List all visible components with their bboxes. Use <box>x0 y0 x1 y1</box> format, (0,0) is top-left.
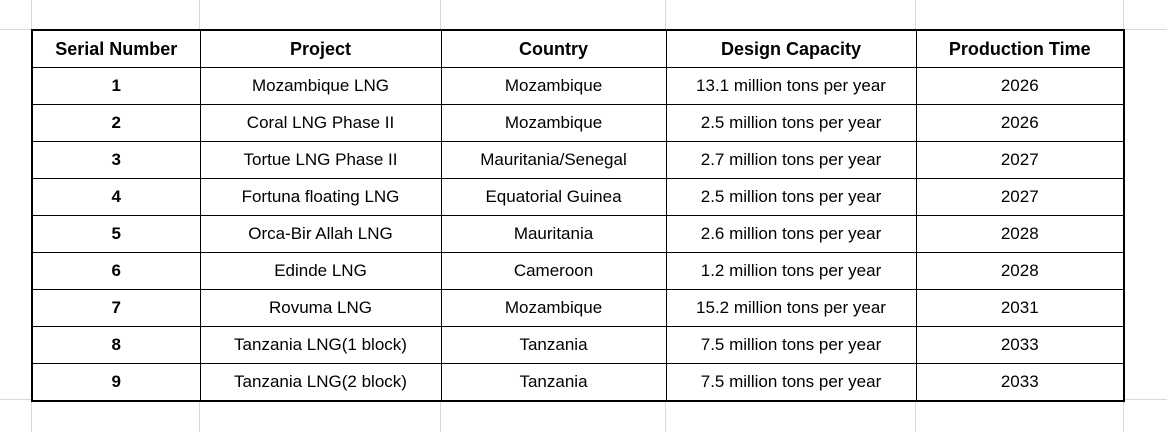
table-row: 4 Fortuna floating LNG Equatorial Guinea… <box>31 178 1125 216</box>
cell-project[interactable]: Rovuma LNG <box>199 289 442 327</box>
cell-time[interactable]: 2033 <box>915 326 1125 364</box>
cell-capacity[interactable]: 2.7 million tons per year <box>665 141 917 179</box>
cell-serial[interactable]: 4 <box>31 178 201 216</box>
header-cell-country[interactable]: Country <box>440 29 667 68</box>
cell-project[interactable]: Tortue LNG Phase II <box>199 141 442 179</box>
table-row: 6 Edinde LNG Cameroon 1.2 million tons p… <box>31 252 1125 290</box>
cell-project[interactable]: Orca-Bir Allah LNG <box>199 215 442 253</box>
cell-project[interactable]: Fortuna floating LNG <box>199 178 442 216</box>
cell-capacity[interactable]: 1.2 million tons per year <box>665 252 917 290</box>
table-row: 3 Tortue LNG Phase II Mauritania/Senegal… <box>31 141 1125 179</box>
cell-project[interactable]: Mozambique LNG <box>199 67 442 105</box>
cell-country[interactable]: Tanzania <box>440 326 667 364</box>
header-row: Serial Number Project Country Design Cap… <box>31 29 1125 68</box>
cell-project[interactable]: Coral LNG Phase II <box>199 104 442 142</box>
cell-time[interactable]: 2026 <box>915 104 1125 142</box>
cell-country[interactable]: Cameroon <box>440 252 667 290</box>
cell-capacity[interactable]: 2.5 million tons per year <box>665 104 917 142</box>
cell-capacity[interactable]: 13.1 million tons per year <box>665 67 917 105</box>
cell-capacity[interactable]: 15.2 million tons per year <box>665 289 917 327</box>
cell-capacity[interactable]: 2.6 million tons per year <box>665 215 917 253</box>
cell-capacity[interactable]: 7.5 million tons per year <box>665 363 917 402</box>
header-cell-serial[interactable]: Serial Number <box>31 29 201 68</box>
cell-project[interactable]: Tanzania LNG(2 block) <box>199 363 442 402</box>
cell-serial[interactable]: 1 <box>31 67 201 105</box>
table-row: 8 Tanzania LNG(1 block) Tanzania 7.5 mil… <box>31 326 1125 364</box>
cell-serial[interactable]: 7 <box>31 289 201 327</box>
cell-time[interactable]: 2026 <box>915 67 1125 105</box>
table-row: 1 Mozambique LNG Mozambique 13.1 million… <box>31 67 1125 105</box>
table-row: 5 Orca-Bir Allah LNG Mauritania 2.6 mill… <box>31 215 1125 253</box>
cell-capacity[interactable]: 2.5 million tons per year <box>665 178 917 216</box>
cell-serial[interactable]: 5 <box>31 215 201 253</box>
cell-country[interactable]: Equatorial Guinea <box>440 178 667 216</box>
cell-country[interactable]: Mauritania/Senegal <box>440 141 667 179</box>
cell-capacity[interactable]: 7.5 million tons per year <box>665 326 917 364</box>
cell-serial[interactable]: 8 <box>31 326 201 364</box>
cell-country[interactable]: Mozambique <box>440 289 667 327</box>
table-row: 7 Rovuma LNG Mozambique 15.2 million ton… <box>31 289 1125 327</box>
cell-time[interactable]: 2027 <box>915 178 1125 216</box>
cell-country[interactable]: Mozambique <box>440 67 667 105</box>
data-table: Serial Number Project Country Design Cap… <box>31 29 1125 402</box>
cell-time[interactable]: 2031 <box>915 289 1125 327</box>
cell-time[interactable]: 2033 <box>915 363 1125 402</box>
cell-serial[interactable]: 6 <box>31 252 201 290</box>
cell-project[interactable]: Edinde LNG <box>199 252 442 290</box>
table-row: 9 Tanzania LNG(2 block) Tanzania 7.5 mil… <box>31 363 1125 402</box>
header-cell-time[interactable]: Production Time <box>915 29 1125 68</box>
cell-country[interactable]: Mauritania <box>440 215 667 253</box>
table-row: 2 Coral LNG Phase II Mozambique 2.5 mill… <box>31 104 1125 142</box>
header-cell-capacity[interactable]: Design Capacity <box>665 29 917 68</box>
cell-serial[interactable]: 2 <box>31 104 201 142</box>
cell-time[interactable]: 2028 <box>915 252 1125 290</box>
cell-project[interactable]: Tanzania LNG(1 block) <box>199 326 442 364</box>
cell-time[interactable]: 2027 <box>915 141 1125 179</box>
header-cell-project[interactable]: Project <box>199 29 442 68</box>
cell-serial[interactable]: 9 <box>31 363 201 402</box>
cell-country[interactable]: Mozambique <box>440 104 667 142</box>
cell-serial[interactable]: 3 <box>31 141 201 179</box>
cell-time[interactable]: 2028 <box>915 215 1125 253</box>
cell-country[interactable]: Tanzania <box>440 363 667 402</box>
